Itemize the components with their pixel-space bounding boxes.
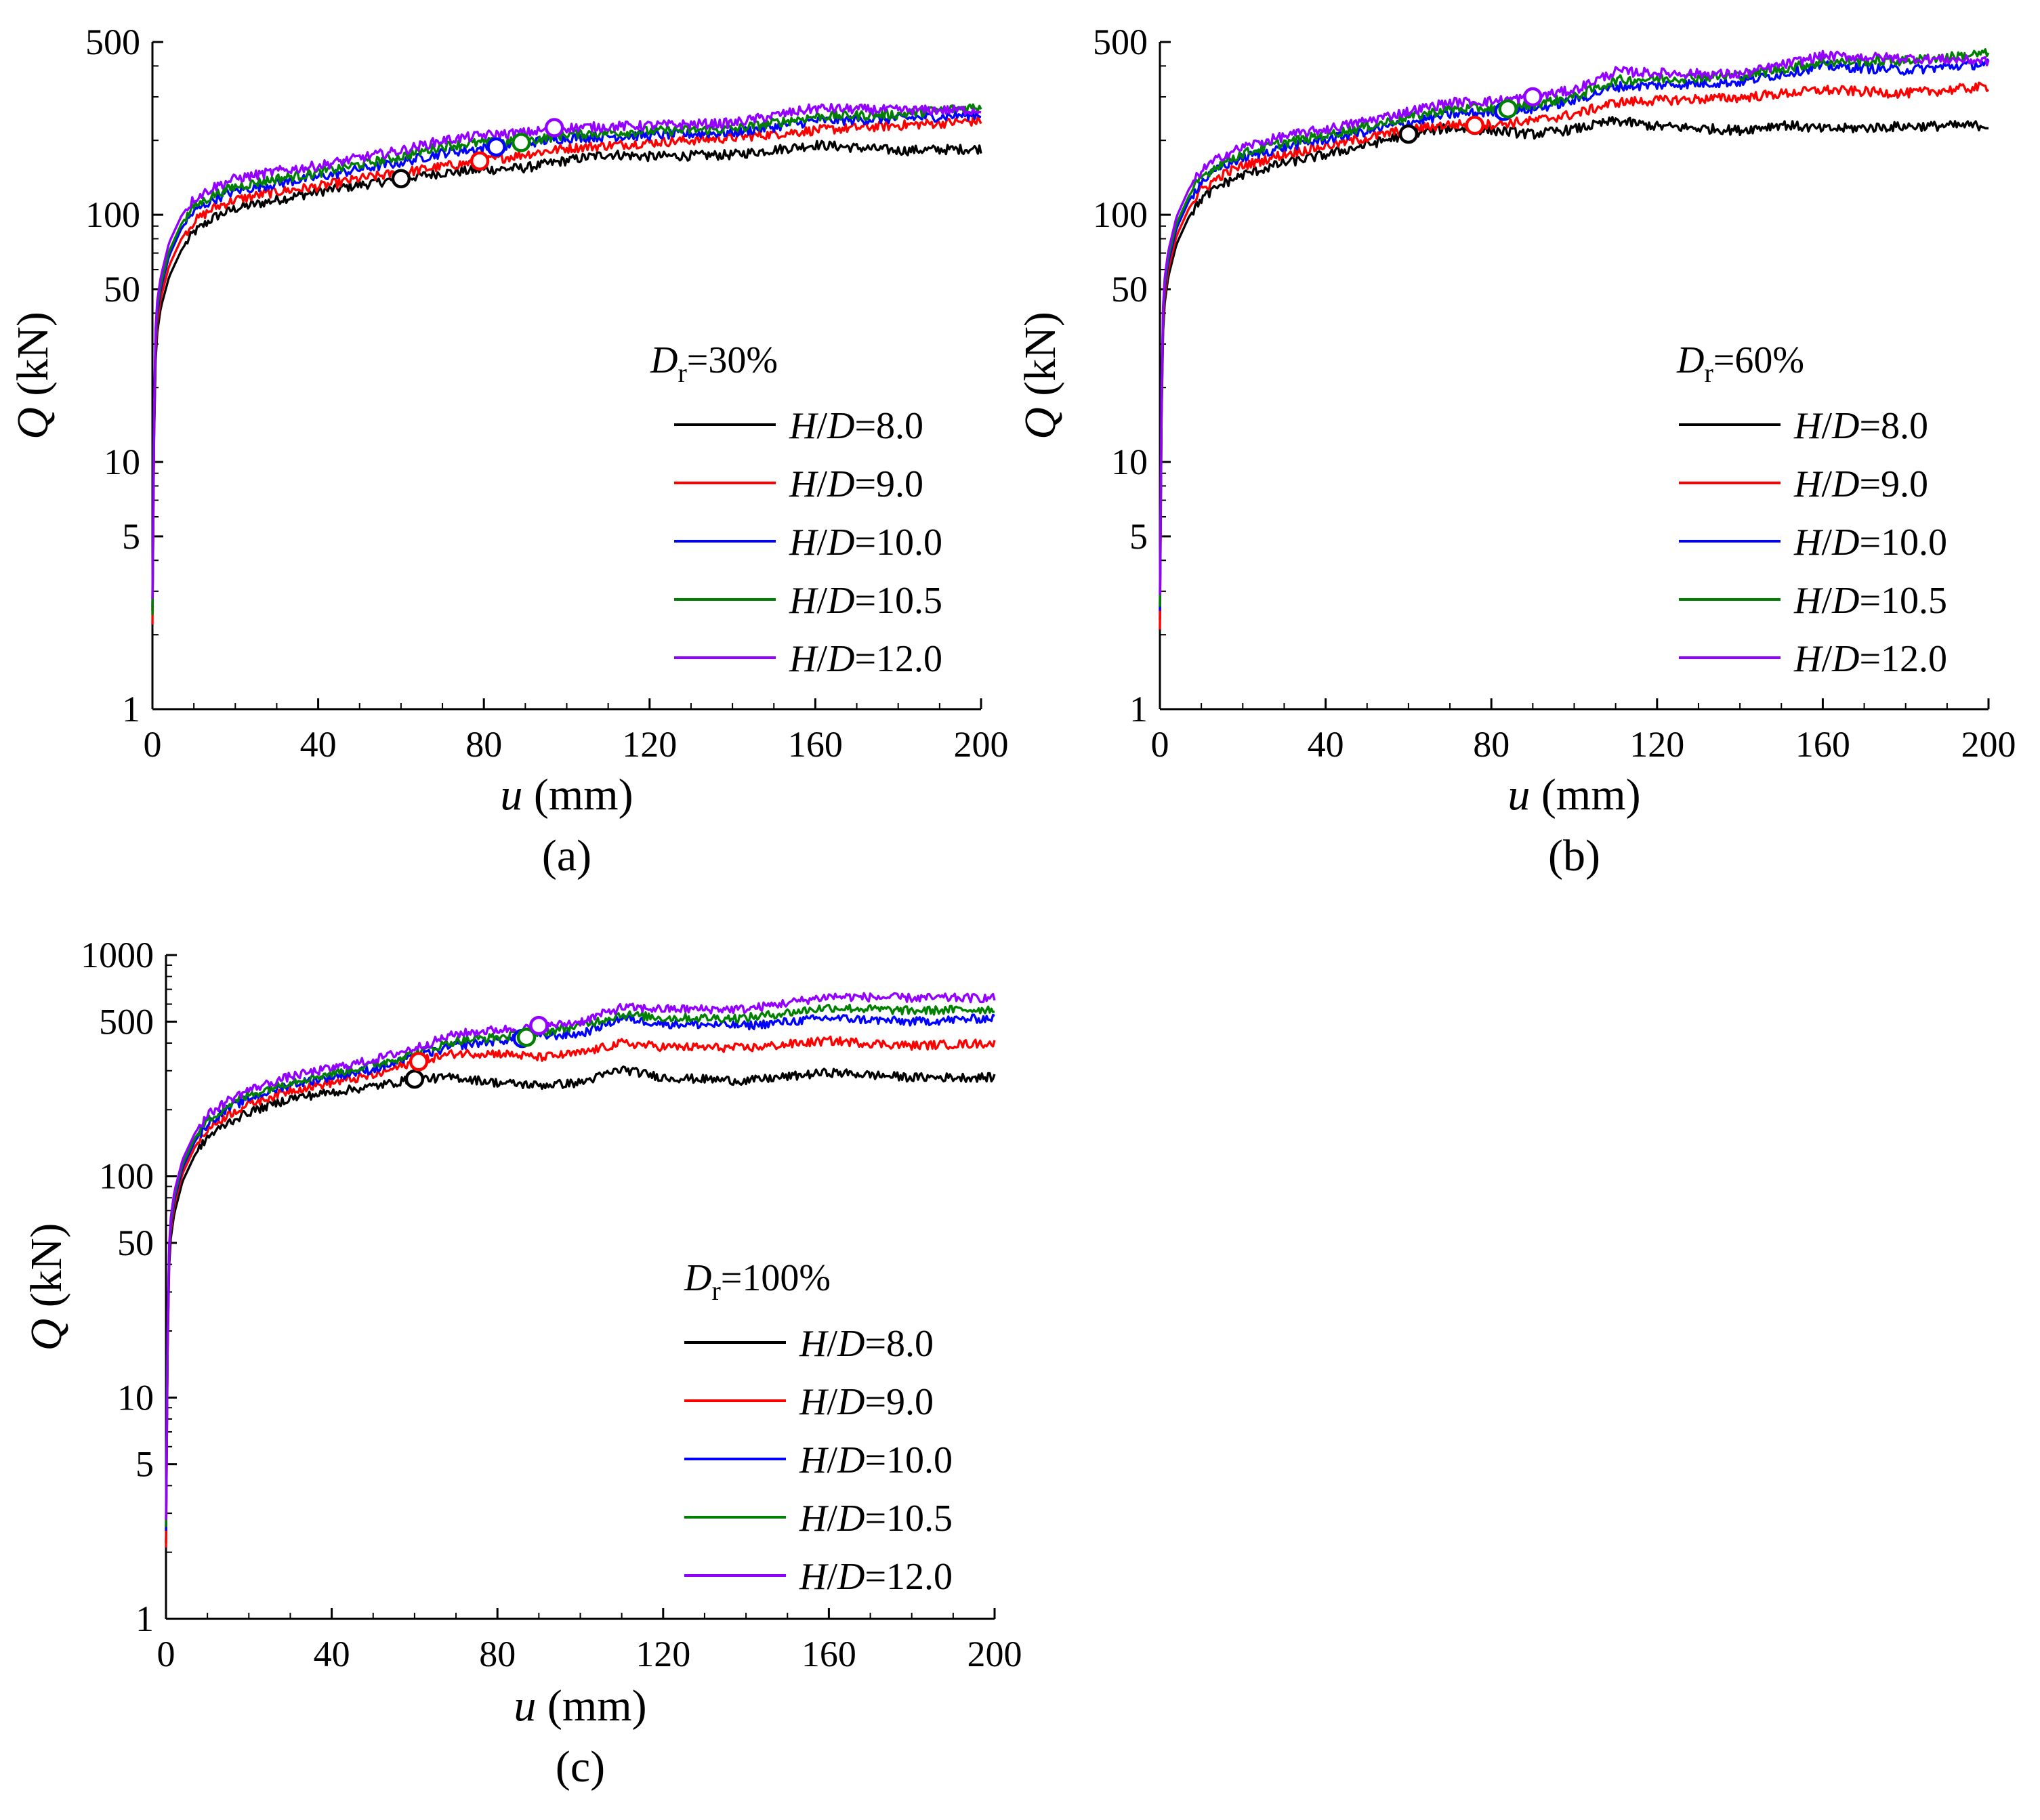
x-tick-label: 0 (157, 1634, 175, 1674)
y-tick-label: 500 (99, 1001, 154, 1042)
marker-12.0 (1523, 87, 1543, 107)
x-tick-label: 200 (1961, 724, 2016, 765)
y-tick-label: 1000 (81, 935, 154, 975)
x-tick-label: 120 (1629, 724, 1684, 765)
y-tick-label: 1 (1129, 689, 1148, 729)
y-tick-label: 100 (99, 1156, 154, 1197)
legend-label-10.0: H/D=10.0 (789, 522, 942, 564)
x-tick-label: 200 (967, 1634, 1022, 1674)
legend: H/D=8.0 H/D=9.0 H/D=10.0 H/D=10.5 H/D=12.0 (1679, 405, 1947, 680)
panel-b: 0 40 80 120 160 200 1 5 10 50 100 500 u (mm) Q (kN) (b… (1016, 22, 2016, 881)
y-tick-label: 50 (117, 1223, 154, 1263)
marker-12.0 (544, 118, 564, 137)
y-tick-label: 5 (122, 516, 140, 557)
y-tick-label: 500 (85, 22, 140, 62)
legend-label-9.0: H/D=9.0 (799, 1381, 934, 1423)
y-axis-title: Q (kN) (22, 1223, 71, 1351)
legend: H/D=8.0 H/D=9.0 H/D=10.0 H/D=10.5 H/D=12.0 (674, 405, 942, 680)
x-tick-label: 40 (1308, 724, 1344, 765)
legend-label-10.5: H/D=10.5 (1793, 580, 1947, 622)
series-line-8.0 (151, 140, 982, 611)
legend-label-8.0: H/D=8.0 (1793, 405, 1928, 447)
marker-9.0 (409, 1052, 429, 1072)
marker-8.0 (404, 1069, 425, 1089)
marker-9.0 (470, 151, 490, 171)
legend-label-10.5: H/D=10.5 (789, 580, 942, 622)
x-axis-title: u (mm) (1507, 770, 1640, 820)
series-line-12.0 (165, 992, 996, 1520)
x-tick-label: 80 (1473, 724, 1510, 765)
series-line-9.0 (151, 115, 982, 625)
y-tick-label: 50 (1111, 269, 1148, 310)
series-line-9.0 (1159, 81, 1989, 630)
density-annotation: Dr=30% (650, 339, 778, 388)
marker-10.5 (1498, 99, 1518, 119)
panel-a: 0 40 80 120 160 200 1 5 10 50 100 500 u (mm) Q (kN) (a… (8, 22, 1009, 881)
series-line-10.5 (1159, 48, 1990, 607)
series-line-9.0 (165, 1035, 996, 1548)
series-line-10.5 (151, 103, 982, 616)
marker-10.0 (486, 137, 506, 157)
x-tick-label: 120 (622, 724, 677, 765)
x-tick-label: 40 (300, 724, 337, 765)
marker-12.0 (529, 1015, 549, 1036)
legend-label-9.0: H/D=9.0 (789, 463, 923, 505)
x-tick-label: 200 (954, 724, 1009, 765)
legend: H/D=8.0 H/D=9.0 H/D=10.0 H/D=10.5 H/D=12.0 (684, 1323, 953, 1598)
y-tick-label: 1 (122, 689, 140, 729)
x-tick-label: 80 (479, 1634, 516, 1674)
legend-label-8.0: H/D=8.0 (799, 1323, 934, 1365)
marker-8.0 (391, 169, 411, 189)
series-line-12.0 (1159, 49, 1990, 595)
y-axis-title: Q (kN) (1016, 312, 1065, 440)
legend-label-12.0: H/D=12.0 (799, 1556, 953, 1598)
x-tick-label: 80 (465, 724, 502, 765)
y-tick-label: 5 (136, 1444, 154, 1485)
x-tick-label: 160 (1795, 724, 1850, 765)
marker-8.0 (1398, 124, 1419, 144)
legend-label-10.0: H/D=10.0 (1793, 522, 1947, 564)
series-line-12.0 (151, 102, 982, 599)
legend-label-12.0: H/D=12.0 (789, 638, 942, 680)
y-tick-label: 50 (104, 269, 140, 310)
legend-label-10.0: H/D=10.0 (799, 1439, 953, 1481)
series-line-10.0 (1159, 58, 1990, 611)
y-tick-label: 500 (1093, 22, 1148, 62)
y-tick-label: 100 (1093, 194, 1148, 235)
density-annotation: Dr=100% (684, 1257, 831, 1306)
y-tick-label: 10 (1111, 442, 1148, 482)
x-axis-title: u (mm) (514, 1681, 646, 1731)
density-annotation: Dr=60% (1676, 339, 1804, 388)
y-tick-label: 1 (136, 1599, 154, 1639)
panel-c: 0 40 80 120 160 200 1 5 10 50 100 500 1000 u (mm) Q (k… (22, 935, 1022, 1792)
legend-label-10.5: H/D=10.5 (799, 1498, 953, 1540)
legend-label-12.0: H/D=12.0 (1793, 638, 1947, 680)
series-line-8.0 (1159, 116, 1989, 620)
panel-label: (c) (556, 1742, 605, 1792)
legend-label-9.0: H/D=9.0 (1793, 463, 1928, 505)
x-tick-label: 160 (788, 724, 843, 765)
y-tick-label: 10 (117, 1377, 154, 1418)
x-tick-label: 120 (636, 1634, 690, 1674)
y-axis-title: Q (kN) (8, 312, 58, 440)
x-tick-label: 0 (1151, 724, 1169, 765)
x-tick-label: 40 (314, 1634, 350, 1674)
y-tick-label: 5 (1129, 516, 1148, 557)
x-tick-label: 160 (802, 1634, 856, 1674)
series-line-8.0 (165, 1065, 996, 1544)
marker-10.5 (511, 133, 531, 152)
panel-label: (a) (542, 831, 591, 881)
x-axis-title: u (mm) (500, 770, 633, 820)
y-tick-label: 10 (104, 442, 140, 482)
marker-9.0 (1465, 115, 1484, 135)
panel-label: (b) (1548, 831, 1600, 881)
y-tick-label: 100 (85, 194, 140, 235)
x-tick-label: 0 (144, 724, 162, 765)
legend-label-8.0: H/D=8.0 (789, 405, 923, 447)
marker-10.5 (516, 1028, 537, 1047)
